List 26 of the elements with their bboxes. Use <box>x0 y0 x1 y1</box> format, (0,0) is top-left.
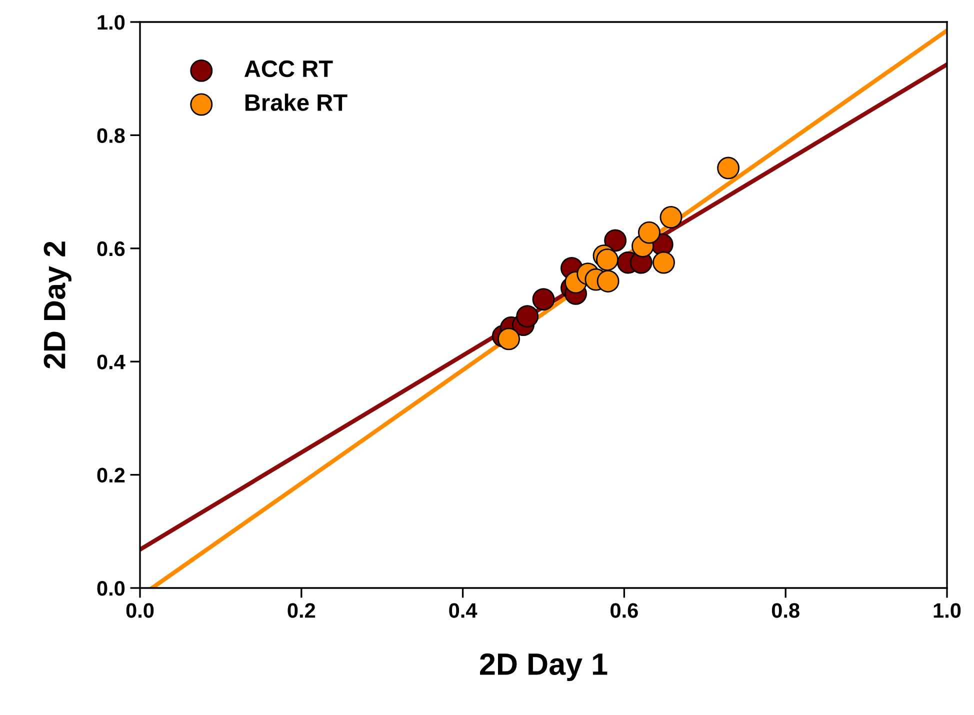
point <box>498 328 520 350</box>
y-tick-label: 0.4 <box>97 354 126 370</box>
x-tick-label: 0.6 <box>610 603 638 618</box>
point <box>516 305 539 328</box>
point <box>604 229 627 252</box>
y-tick-label: 0.0 <box>97 581 125 596</box>
legend-label: Brake RT <box>245 94 348 111</box>
x-tick-label: 0.2 <box>288 603 316 618</box>
point <box>596 270 620 292</box>
point <box>660 206 682 228</box>
legend-label: ACC RT <box>244 60 333 78</box>
x-tick-label: 0.0 <box>126 603 154 618</box>
x-tick-label: 0.8 <box>772 603 800 618</box>
y-tick-label: 0.6 <box>97 241 125 256</box>
y-axis-title: 2D Day 2 <box>44 242 72 368</box>
point <box>652 251 675 274</box>
point <box>717 156 740 180</box>
y-tick-label: 1.0 <box>98 15 125 30</box>
point <box>638 221 660 244</box>
y-tick-label: 0.2 <box>97 468 125 483</box>
x-axis-title: 2D Day 1 <box>480 653 608 682</box>
x-tick-label: 0.4 <box>449 603 478 618</box>
point <box>596 248 618 271</box>
point <box>532 288 555 311</box>
x-tick-label: 1.0 <box>934 603 961 618</box>
y-tick-label: 0.8 <box>97 128 125 143</box>
